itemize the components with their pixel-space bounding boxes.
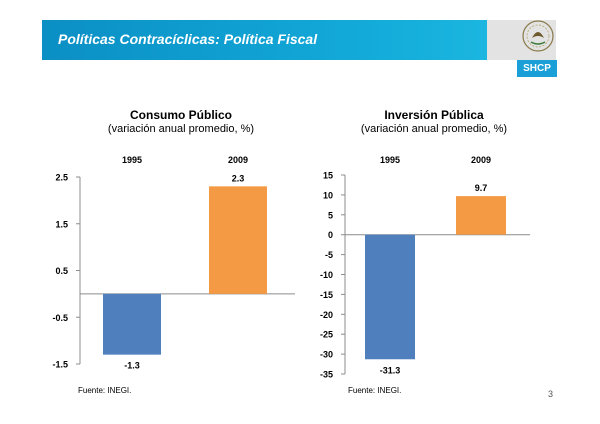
chart-1-data-label: 2.3	[232, 173, 245, 183]
chart-2-category-label: 2009	[471, 155, 491, 165]
chart-2-y-tick-label: 10	[323, 190, 333, 200]
chart-1-y-tick-label: 1.5	[55, 219, 68, 229]
chart-1-data-label: -1.3	[124, 361, 140, 371]
chart-1-bar-2009	[209, 186, 267, 294]
chart-1-bar-1995	[103, 293, 161, 355]
header-banner: Políticas Contracíclicas: Política Fisca…	[42, 20, 556, 60]
page-number: 3	[548, 389, 554, 399]
chart-2-source: Fuente: INEGI.	[348, 386, 402, 395]
chart-1-subtitle: (variación anual promedio, %)	[107, 123, 255, 135]
chart-2-y-tick-label: -35	[320, 370, 333, 380]
header-bar: Políticas Contracíclicas: Política Fisca…	[42, 20, 487, 60]
chart-2-category-label: 1995	[380, 155, 400, 165]
chart-1-y-tick-label: 2.5	[55, 173, 68, 183]
chart-2-bar-2009	[456, 196, 506, 235]
chart-2-bar-1995	[365, 234, 415, 360]
chart-2-y-tick-label: -20	[320, 310, 333, 320]
chart-2-y-tick-label: 0	[328, 230, 333, 240]
coat-of-arms-icon	[522, 20, 554, 52]
chart-1-y-tick-label: -0.5	[52, 313, 68, 323]
chart-2-y-tick-label: 15	[323, 171, 333, 181]
chart-1-category-label: 1995	[122, 155, 142, 165]
chart-2-data-label: 9.7	[475, 183, 488, 193]
chart-2-y-tick-label: 5	[328, 210, 333, 220]
chart-2-data-label: -31.3	[380, 365, 401, 375]
chart-2-y-tick-label: -25	[320, 330, 333, 340]
chart-2-y-tick-label: -15	[320, 290, 333, 300]
chart-2-title: Inversión Pública	[384, 108, 484, 122]
page-title: Políticas Contracíclicas: Política Fisca…	[58, 31, 318, 47]
chart-2-y-tick-label: -10	[320, 270, 333, 280]
chart-1-category-label: 2009	[228, 155, 248, 165]
chart-1-title: Consumo Público	[130, 108, 232, 122]
chart-2-subtitle: (variación anual promedio, %)	[360, 123, 508, 135]
chart-1-source: Fuente: INEGI.	[78, 386, 132, 395]
chart-1-y-tick-label: -1.5	[52, 360, 68, 370]
chart-2-y-tick-label: -5	[325, 250, 333, 260]
shcp-logo: SHCP	[517, 60, 557, 77]
chart-1-y-tick-label: 0.5	[55, 266, 68, 276]
chart-2-y-tick-label: -30	[320, 350, 333, 360]
